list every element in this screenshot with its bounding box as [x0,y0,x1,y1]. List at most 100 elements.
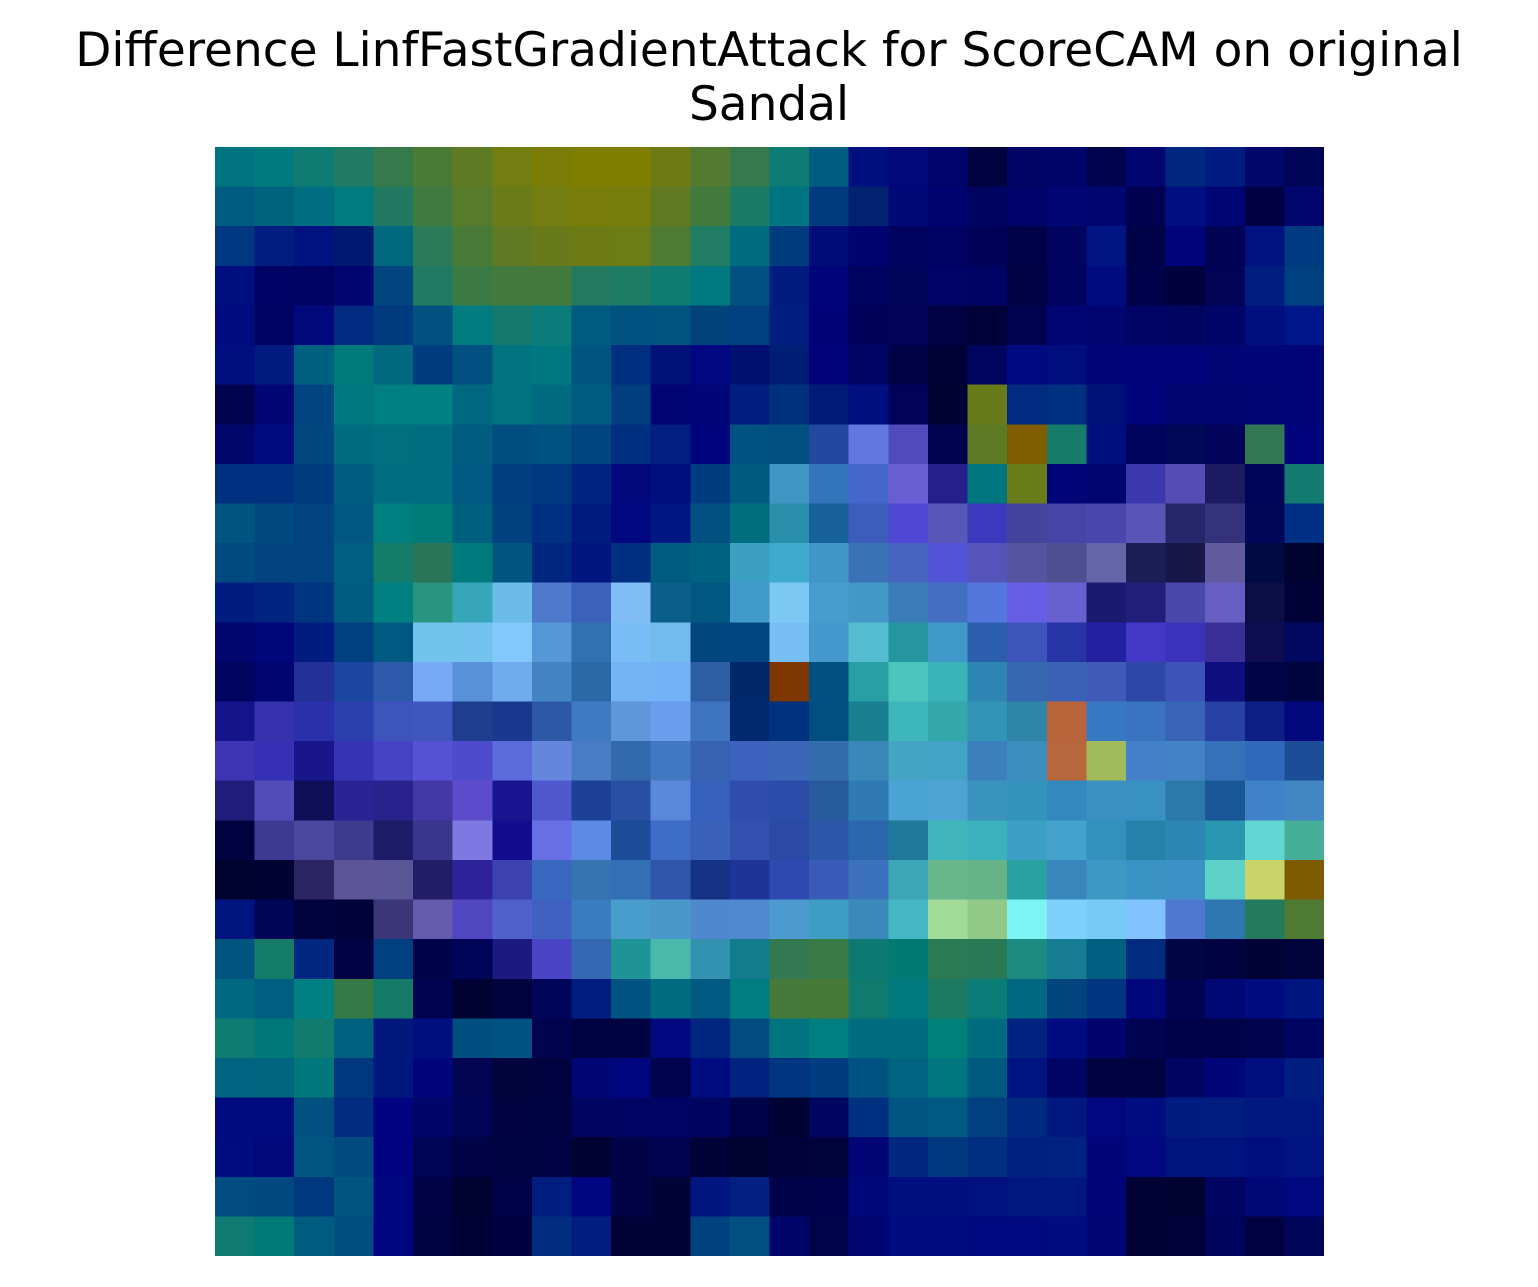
heatmap-cell-r19-c18 [927,899,969,940]
heatmap-cell-r15-c13 [729,741,771,782]
heatmap-cell-r11-c11 [650,582,692,624]
heatmap-cell-r27-c24 [1165,1216,1206,1256]
heatmap-cell-r4-c24 [1165,305,1206,346]
heatmap-cell-r1-c27 [1284,186,1324,228]
heatmap-cell-r13-c9 [571,661,612,703]
heatmap-cell-r22-c2 [294,1018,335,1059]
chart-title: Difference LinfFastGradientAttack for Sc… [0,24,1538,132]
heatmap-cell-r4-c1 [254,305,296,346]
heatmap-cell-r27-c10 [611,1216,652,1256]
heatmap-cell-r12-c22 [1086,622,1127,663]
heatmap-cell-r0-c14 [769,147,810,188]
heatmap-cell-r14-c16 [848,701,890,742]
heatmap-cell-r15-c26 [1244,741,1286,782]
heatmap-cell-r0-c5 [413,147,454,188]
heatmap-cell-r10-c10 [611,543,652,584]
heatmap-cell-r24-c24 [1165,1097,1206,1138]
heatmap-cell-r13-c14 [769,661,810,703]
heatmap-cell-r4-c0 [215,305,256,346]
heatmap-cell-r10-c13 [729,543,771,584]
heatmap-cell-r0-c18 [927,147,969,188]
heatmap-cell-r20-c1 [254,939,296,980]
heatmap-cell-r6-c18 [927,384,969,426]
heatmap-cell-r1-c23 [1125,186,1167,228]
heatmap-cell-r20-c19 [967,939,1008,980]
heatmap-cell-r22-c26 [1244,1018,1286,1059]
heatmap-cell-r19-c21 [1046,899,1088,940]
heatmap-cell-r13-c15 [809,661,850,703]
heatmap-cell-r17-c13 [729,820,771,861]
heatmap-cell-r24-c15 [809,1097,850,1138]
heatmap-cell-r21-c7 [492,978,533,1020]
heatmap-cell-r4-c23 [1125,305,1167,346]
heatmap-cell-r13-c3 [333,661,375,703]
heatmap-cell-r21-c16 [848,978,890,1020]
heatmap-cell-r7-c17 [888,424,929,465]
heatmap-cell-r10-c8 [531,543,573,584]
heatmap-cell-r12-c18 [927,622,969,663]
heatmap-cell-r0-c9 [571,147,612,188]
heatmap-cell-r6-c13 [729,384,771,426]
heatmap-cell-r24-c26 [1244,1097,1286,1138]
heatmap-cell-r2-c23 [1125,226,1167,267]
heatmap-cell-r5-c6 [452,345,494,386]
heatmap-cell-r7-c6 [452,424,494,465]
heatmap-cell-r13-c18 [927,661,969,703]
heatmap-cell-r3-c10 [611,265,652,307]
heatmap-cell-r21-c10 [611,978,652,1020]
heatmap-cell-r18-c4 [373,859,414,901]
heatmap-cell-r2-c24 [1165,226,1206,267]
heatmap-cell-r21-c27 [1284,978,1324,1020]
heatmap-cell-r16-c15 [809,780,850,822]
heatmap-cell-r25-c20 [1007,1137,1048,1178]
heatmap-cell-r8-c16 [848,463,890,505]
heatmap-cell-r22-c0 [215,1018,256,1059]
heatmap-cell-r9-c13 [729,503,771,544]
heatmap-cell-r18-c12 [690,859,731,901]
heatmap-cell-r2-c18 [927,226,969,267]
heatmap-cell-r9-c19 [967,503,1008,544]
heatmap-cell-r12-c6 [452,622,494,663]
heatmap-cell-r0-c13 [729,147,771,188]
heatmap-cell-r25-c7 [492,1137,533,1178]
heatmap-cell-r15-c27 [1284,741,1324,782]
heatmap-cell-r26-c12 [690,1176,731,1218]
heatmap-cell-r19-c0 [215,899,256,940]
heatmap-cell-r7-c25 [1205,424,1246,465]
heatmap-cell-r20-c25 [1205,939,1246,980]
heatmap-cell-r27-c8 [531,1216,573,1256]
heatmap-cell-r15-c1 [254,741,296,782]
heatmap-cell-r16-c14 [769,780,810,822]
heatmap-cell-r4-c12 [690,305,731,346]
heatmap-cell-r16-c20 [1007,780,1048,822]
heatmap-cell-r19-c9 [571,899,612,940]
heatmap-cell-r14-c18 [927,701,969,742]
heatmap-cell-r14-c22 [1086,701,1127,742]
heatmap-cell-r0-c3 [333,147,375,188]
heatmap-cell-r17-c8 [531,820,573,861]
heatmap-cell-r24-c21 [1046,1097,1088,1138]
heatmap-cell-r24-c7 [492,1097,533,1138]
heatmap-cell-r15-c9 [571,741,612,782]
heatmap-cell-r0-c17 [888,147,929,188]
heatmap-cell-r4-c6 [452,305,494,346]
heatmap-cell-r22-c24 [1165,1018,1206,1059]
heatmap-cell-r11-c7 [492,582,533,624]
heatmap-cell-r20-c21 [1046,939,1088,980]
heatmap-cell-r11-c4 [373,582,414,624]
heatmap-cell-r20-c26 [1244,939,1286,980]
heatmap-cell-r11-c10 [611,582,652,624]
heatmap-cell-r3-c26 [1244,265,1286,307]
heatmap-cell-r23-c20 [1007,1057,1048,1099]
heatmap-cell-r26-c27 [1284,1176,1324,1218]
heatmap-cell-r14-c4 [373,701,414,742]
heatmap-cell-r5-c1 [254,345,296,386]
heatmap-cell-r5-c17 [888,345,929,386]
heatmap-cell-r7-c3 [333,424,375,465]
heatmap-cell-r1-c7 [492,186,533,228]
heatmap-cell-r26-c8 [531,1176,573,1218]
heatmap-cell-r12-c3 [333,622,375,663]
heatmap-cell-r18-c14 [769,859,810,901]
heatmap-cell-r2-c3 [333,226,375,267]
heatmap-cell-r11-c0 [215,582,256,624]
